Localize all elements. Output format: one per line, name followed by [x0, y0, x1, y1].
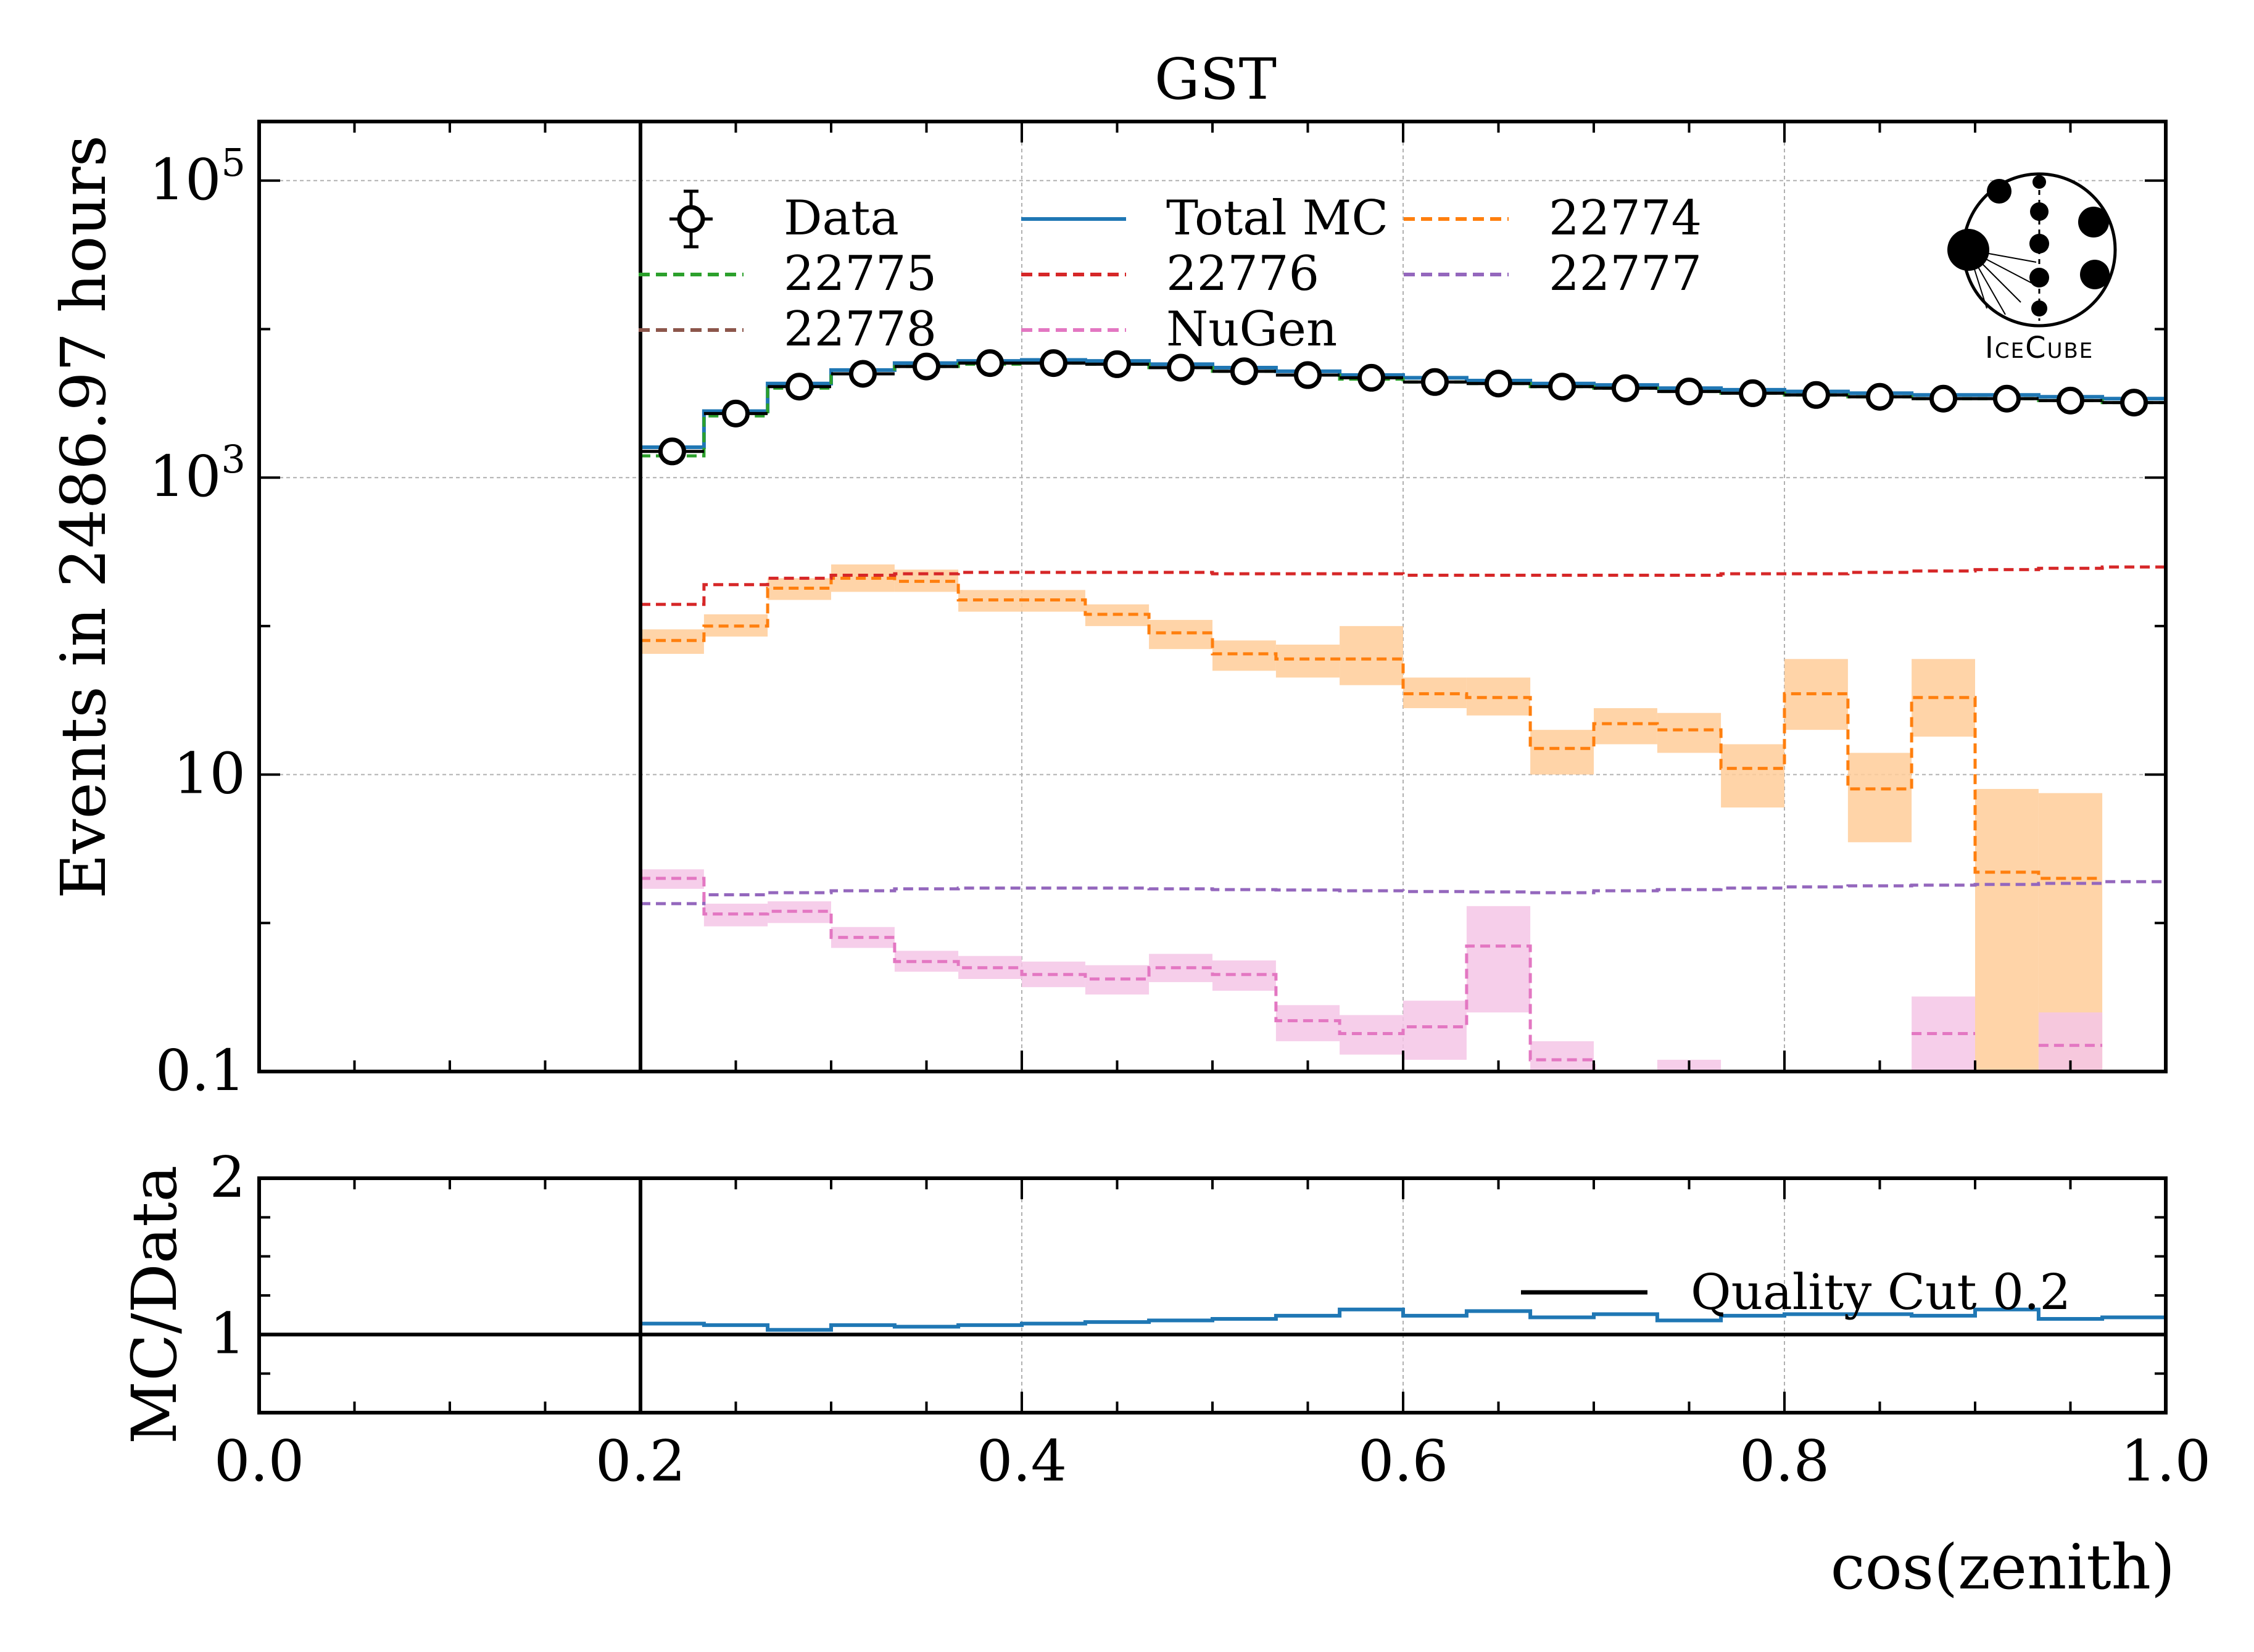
legend-label: 22775 [784, 246, 937, 302]
y-tick-label: 103 [149, 437, 246, 510]
data-point [1039, 349, 1067, 378]
data-point [658, 437, 686, 466]
data-point [1230, 357, 1258, 386]
ratio-series-lines [259, 1307, 2166, 1337]
data-point [1548, 373, 1577, 401]
data-point [1929, 384, 1958, 413]
legend-label: 22778 [784, 302, 937, 357]
data-point [1294, 361, 1322, 389]
ratio-legend-label: Quality Cut 0.2 [1691, 1263, 2071, 1321]
data-point [1739, 379, 1767, 407]
series-line-22776 [640, 565, 2166, 606]
legend-label: 22776 [1166, 246, 1319, 302]
legend-label: 22774 [1549, 191, 1702, 246]
uncertainty-band-22774 [1847, 753, 1912, 843]
legend-label: 22777 [1549, 246, 1702, 302]
icecube-logo-text: IceCube [1985, 331, 2094, 365]
uncertainty-band-22774 [1530, 730, 1594, 775]
data-point [2120, 389, 2148, 417]
ratio-y-tick-label: 2 [209, 1144, 246, 1210]
y-tick-label: 105 [149, 140, 246, 213]
series-line-22774 [640, 576, 2103, 880]
data-point [2057, 386, 2084, 415]
y-tick-label: 0.1 [155, 1038, 246, 1104]
uncertainty-band-nugen [1530, 1041, 1594, 1072]
data-points [640, 349, 2166, 466]
data-point [1485, 370, 1512, 398]
uncertainty-band-22774 [1149, 619, 1212, 650]
x-tick-label: 1.0 [2121, 1428, 2211, 1494]
data-point [848, 360, 877, 388]
ratio-y-tick-label: 1 [209, 1300, 246, 1366]
data-point [1866, 382, 1894, 411]
legend-label: Data [784, 191, 899, 246]
legend-label: Total MC [1166, 191, 1388, 246]
x-tick-label: 0.2 [595, 1428, 686, 1494]
ratio-step-line [640, 1307, 2166, 1332]
ratio-y-axis-label: MC/Data [118, 1165, 191, 1444]
data-point [1675, 378, 1703, 406]
x-tick-label: 0.0 [214, 1428, 304, 1494]
axis-ticks [258, 122, 2167, 1414]
uncertainty-band-nugen [1466, 906, 1531, 1013]
data-point [1992, 384, 2021, 413]
icecube-logo-icon: IceCube [1947, 172, 2117, 365]
x-tick-label: 0.8 [1739, 1428, 1829, 1494]
uncertainty-band-22774 [1721, 744, 1784, 807]
uncertainty-band-nugen [1275, 1005, 1340, 1041]
uncertainty-band-22774 [1975, 788, 2039, 1072]
uncertainty-band-nugen [1403, 1001, 1467, 1060]
uncertainty-band-22774 [1594, 708, 1657, 745]
series-line-22777 [640, 880, 2166, 906]
y-tick-label: 10 [173, 741, 246, 807]
ratio-legend: Quality Cut 0.2 [1521, 1263, 2071, 1321]
uncertainty-band-22774 [1212, 640, 1276, 671]
data-point [1611, 374, 1639, 402]
uncertainty-band-22774 [1340, 626, 1403, 685]
chart-title: GST [1154, 46, 1277, 112]
data-point [722, 399, 750, 427]
uncertainty-band-22774 [1275, 644, 1340, 678]
series-line-nugen [640, 877, 2103, 1073]
data-point [913, 352, 940, 381]
data-point [1802, 381, 1830, 409]
legend-marker-data [677, 205, 705, 233]
data-point [1357, 363, 1386, 392]
x-axis-label: cos(zenith) [1831, 1531, 2175, 1603]
data-point [1167, 353, 1195, 382]
data-point [1420, 368, 1449, 396]
data-point [1103, 350, 1131, 378]
legend-label: NuGen [1166, 302, 1337, 357]
data-point [785, 373, 814, 401]
main-y-axis-label: Events in 2486.97 hours [48, 135, 120, 899]
x-tick-label: 0.4 [977, 1428, 1067, 1494]
data-point [976, 349, 1005, 378]
uncertainty-band-22774 [1657, 712, 1722, 753]
x-tick-label: 0.6 [1358, 1428, 1448, 1494]
axis-tick-labels: 105 103 10 0.1 2 1 0.0 0.2 0.4 0.6 0.8 1.0 [149, 140, 2211, 1494]
